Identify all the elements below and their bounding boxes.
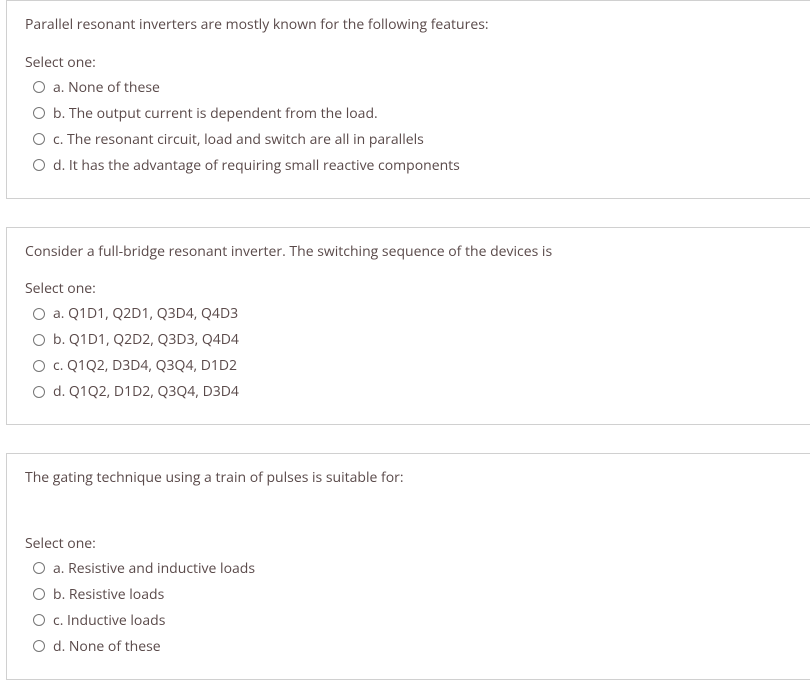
question-block-3: The gating technique using a train of pu… (6, 453, 810, 680)
option-label[interactable]: d. None of these (53, 637, 161, 656)
select-one-label: Select one: (25, 279, 792, 298)
option-label[interactable]: c. The resonant circuit, load and switch… (53, 130, 424, 149)
option-radio[interactable] (33, 614, 45, 626)
question-text: Consider a full-bridge resonant inverter… (25, 242, 792, 262)
option-label[interactable]: c. Inductive loads (53, 611, 165, 630)
option-label[interactable]: a. Resistive and inductive loads (53, 559, 255, 578)
option-row: c. Inductive loads (33, 611, 792, 630)
option-row: a. None of these (33, 78, 792, 97)
options-group: a. Resistive and inductive loads b. Resi… (25, 559, 792, 656)
options-group: a. None of these b. The output current i… (25, 78, 792, 175)
spacer (25, 506, 792, 534)
option-row: a. Q1D1, Q2D1, Q3D4, Q4D3 (33, 304, 792, 323)
select-one-label: Select one: (25, 534, 792, 553)
question-text: The gating technique using a train of pu… (25, 468, 792, 488)
question-block-1: Parallel resonant inverters are mostly k… (6, 0, 810, 199)
question-text: Parallel resonant inverters are mostly k… (25, 15, 792, 35)
option-radio[interactable] (33, 562, 45, 574)
option-row: b. Q1D1, Q2D2, Q3D3, Q4D4 (33, 330, 792, 349)
option-row: b. The output current is dependent from … (33, 104, 792, 123)
option-radio[interactable] (33, 133, 45, 145)
option-row: d. None of these (33, 637, 792, 656)
option-radio[interactable] (33, 107, 45, 119)
options-group: a. Q1D1, Q2D1, Q3D4, Q4D3 b. Q1D1, Q2D2,… (25, 304, 792, 401)
option-radio[interactable] (33, 588, 45, 600)
option-label[interactable]: b. The output current is dependent from … (53, 104, 378, 123)
option-row: d. It has the advantage of requiring sma… (33, 156, 792, 175)
option-row: a. Resistive and inductive loads (33, 559, 792, 578)
option-label[interactable]: a. Q1D1, Q2D1, Q3D4, Q4D3 (53, 304, 238, 323)
option-radio[interactable] (33, 386, 45, 398)
option-label[interactable]: a. None of these (53, 78, 160, 97)
option-row: c. Q1Q2, D3D4, Q3Q4, D1D2 (33, 356, 792, 375)
option-radio[interactable] (33, 360, 45, 372)
option-radio[interactable] (33, 640, 45, 652)
question-block-2: Consider a full-bridge resonant inverter… (6, 227, 810, 426)
option-radio[interactable] (33, 159, 45, 171)
option-row: d. Q1Q2, D1D2, Q3Q4, D3D4 (33, 382, 792, 401)
option-label[interactable]: d. It has the advantage of requiring sma… (53, 156, 460, 175)
option-radio[interactable] (33, 81, 45, 93)
option-label[interactable]: d. Q1Q2, D1D2, Q3Q4, D3D4 (53, 382, 239, 401)
option-label[interactable]: b. Resistive loads (53, 585, 164, 604)
option-row: c. The resonant circuit, load and switch… (33, 130, 792, 149)
select-one-label: Select one: (25, 53, 792, 72)
option-label[interactable]: b. Q1D1, Q2D2, Q3D3, Q4D4 (53, 330, 239, 349)
option-row: b. Resistive loads (33, 585, 792, 604)
option-radio[interactable] (33, 308, 45, 320)
option-label[interactable]: c. Q1Q2, D3D4, Q3Q4, D1D2 (53, 356, 237, 375)
option-radio[interactable] (33, 334, 45, 346)
